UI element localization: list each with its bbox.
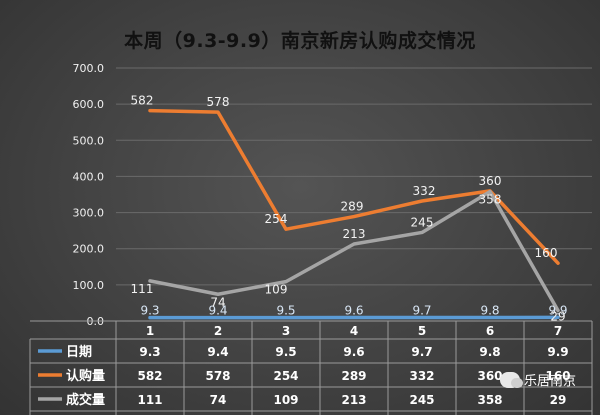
y-tick-label-2: 200.0 [73,243,105,256]
series-line-2 [148,189,560,313]
data-label-0-0: 9.3 [140,304,159,318]
table-cell-1-3: 289 [341,369,366,383]
table-cell-0-3: 9.6 [343,345,364,359]
y-tick-label-6: 600.0 [73,98,105,111]
data-label-1-4: 332 [413,184,436,198]
table-cell-1-6: 160 [545,369,570,383]
y-tick-label-7: 700.0 [73,62,105,75]
table-cell-2-4: 245 [409,393,434,407]
data-label-2-3: 213 [343,227,366,241]
data-label-0-3: 9.6 [344,304,363,318]
table-cell-1-5: 360 [477,369,502,383]
x-tick-label-4: 5 [418,324,426,338]
data-label-2-1: 74 [210,295,225,309]
table-cell-2-2: 109 [273,393,298,407]
y-tick-label-4: 400.0 [73,170,105,183]
watermark: 乐居南京 [500,370,576,389]
data-label-1-6: 160 [535,246,558,260]
table-cell-2-1: 74 [210,393,227,407]
table-cell-1-2: 254 [273,369,298,383]
table-cell-0-2: 9.5 [275,345,296,359]
data-label-2-6: 29 [550,310,565,324]
x-tick-label-0: 1 [146,324,154,338]
x-tick-label-5: 6 [486,324,494,338]
data-label-1-5: 360 [479,174,502,188]
table-cell-2-5: 358 [477,393,502,407]
data-label-2-2: 109 [265,283,288,297]
y-tick-label-1: 100.0 [73,279,105,292]
table-cell-1-0: 582 [137,369,162,383]
table-cell-1-1: 578 [205,369,230,383]
data-label-1-3: 289 [341,200,364,214]
table-cell-0-1: 9.4 [207,345,228,359]
data-label-1-1: 578 [207,95,230,109]
table-cell-0-4: 9.7 [411,345,432,359]
table-cell-2-3: 213 [341,393,366,407]
y-tick-label-5: 500.0 [73,134,105,147]
legend-label-1: 认购量 [66,368,105,384]
table-cell-0-6: 9.9 [547,345,568,359]
table-cell-2-6: 29 [550,393,567,407]
data-label-0-2: 9.5 [276,304,295,318]
data-label-1-2: 254 [265,212,288,226]
legend-label-2: 成交量 [66,392,105,408]
data-label-0-4: 9.7 [412,303,431,317]
y-tick-label-3: 300.0 [73,207,105,220]
data-label-2-5: 358 [479,193,502,207]
data-label-0-1: 9.4 [208,304,227,318]
data-label-0-6: 9.9 [548,303,567,317]
data-label-0-5: 9.8 [480,303,499,317]
x-tick-label-1: 2 [214,324,222,338]
table-cell-1-4: 332 [409,369,434,383]
wechat-icon [500,371,523,388]
table-cell-0-0: 9.3 [139,345,160,359]
x-tick-label-3: 4 [350,324,358,338]
data-label-2-0: 111 [131,282,154,296]
data-label-1-0: 582 [131,94,154,108]
x-tick-label-6: 7 [554,324,562,338]
chart-title: 本周（9.3-9.9）南京新房认购成交情况 [124,30,476,52]
watermark-text: 乐居南京 [524,374,577,389]
legend-label-0: 日期 [66,345,92,360]
x-tick-label-2: 3 [282,324,290,338]
table-cell-2-0: 111 [137,393,162,407]
data-label-2-4: 245 [411,215,434,229]
table-cell-0-5: 9.8 [479,345,500,359]
